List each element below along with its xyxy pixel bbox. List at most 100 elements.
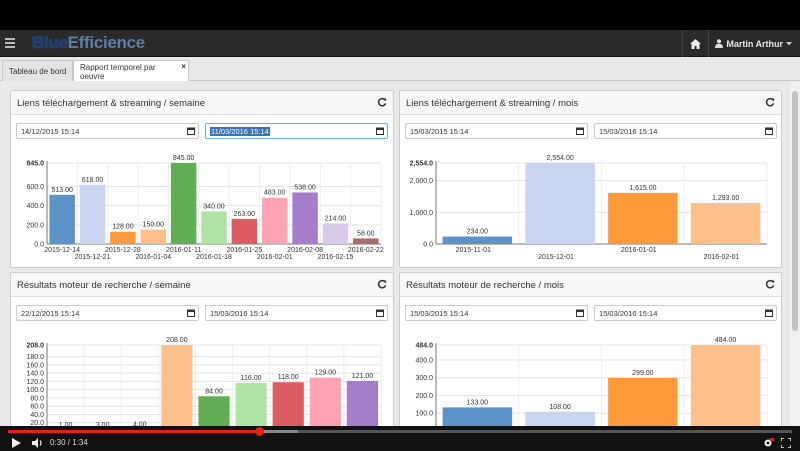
video-scrubber[interactable] (254, 427, 264, 436)
x-tick-label: 2015-12-21 (75, 254, 111, 261)
play-icon[interactable] (12, 438, 21, 448)
settings-icon[interactable] (762, 438, 774, 448)
bar (161, 345, 193, 426)
y-tick-label: 2,000.0 (410, 178, 433, 185)
date-to-input[interactable]: 11/03/2016 15:14 (205, 123, 388, 139)
data-label: 4.00 (133, 421, 147, 426)
y-tick-label: 845.0 (26, 161, 44, 168)
y-tick-label: 1,000.0 (410, 210, 433, 217)
date-to-input[interactable]: 15/03/2016 15:14 (205, 305, 388, 321)
date-to-input[interactable]: 15/03/2016 15:14 (594, 305, 777, 321)
data-label: 128.00 (112, 224, 134, 231)
x-tick-label: 2016-02-08 (287, 247, 323, 254)
y-tick-label: 100.0 (415, 411, 433, 418)
bar-chart-weekly-downloads: 0.0 200.0 400.0 600.0 845.0 513.00 618.00 128.0… (26, 155, 383, 261)
data-label: 150.00 (143, 222, 165, 229)
home-button[interactable] (682, 30, 708, 57)
tab-rapport-temporel[interactable]: Rapport temporel par oeuvre × (73, 60, 189, 82)
y-tick-label: 400.0 (26, 203, 44, 210)
date-to-input[interactable]: 15/03/2016 15:14 (594, 123, 777, 139)
panel-title: Liens téléchargement & streaming / semai… (17, 98, 205, 109)
bar (49, 194, 75, 244)
tab-close-icon[interactable]: × (181, 62, 186, 71)
date-from-input[interactable]: 22/12/2015 15:14 (16, 305, 199, 321)
x-tick-label: 2016-01-11 (166, 247, 201, 254)
y-tick-label: 208.0 (26, 343, 44, 350)
y-tick-label: 180.0 (26, 354, 44, 361)
data-label: 108.00 (549, 404, 571, 411)
calendar-icon[interactable] (765, 309, 773, 317)
bar (608, 377, 678, 426)
fullscreen-icon[interactable] (781, 438, 791, 448)
data-label: 845.00 (173, 155, 195, 162)
date-from-input[interactable]: 15/03/2015 15:14 (405, 123, 588, 139)
scrollbar-thumb[interactable] (792, 91, 798, 331)
x-tick-label: 2016-02-15 (318, 254, 354, 261)
bar (442, 407, 513, 426)
video-controls: 0:30 / 1:34 (0, 426, 800, 451)
bar (346, 380, 379, 426)
data-label: 538.00 (294, 184, 316, 191)
tab-label: Tableau de bord (9, 66, 67, 76)
bar (690, 345, 761, 426)
panel-title: Résultats moteur de recherche / mois (406, 280, 564, 291)
bar (309, 377, 341, 426)
refresh-icon[interactable] (377, 279, 387, 289)
home-icon (690, 38, 702, 49)
tab-dashboard[interactable]: Tableau de bord (2, 60, 74, 81)
x-tick-label: 2016-01-25 (226, 247, 262, 254)
data-label: 1,615.00 (629, 185, 656, 192)
data-label: 484.00 (715, 337, 737, 344)
calendar-icon[interactable] (187, 127, 195, 135)
x-tick-label: 2016-02-01 (257, 254, 293, 261)
date-from-input[interactable]: 15/03/2015 15:14 (405, 305, 588, 321)
panel-title: Liens téléchargement & streaming / mois (406, 98, 579, 109)
user-name: Martin Arthur (726, 38, 783, 49)
calendar-icon[interactable] (376, 309, 384, 317)
refresh-icon[interactable] (765, 279, 775, 289)
calendar-icon[interactable] (187, 309, 195, 317)
calendar-icon[interactable] (576, 127, 584, 135)
panel-weekly-search: Résultats moteur de recherche / semaine … (10, 272, 394, 426)
data-label: 1,293.00 (712, 195, 739, 202)
bar-chart-monthly-search: 0.0100.0200.0300.0400.0484.0133.00108.00… (415, 337, 768, 426)
refresh-icon[interactable] (377, 97, 387, 107)
bar (110, 231, 136, 244)
y-tick-label: 484.0 (415, 343, 433, 350)
y-tick-label: 60.0 (30, 404, 44, 411)
calendar-icon[interactable] (576, 309, 584, 317)
bar (272, 382, 304, 426)
y-tick-label: 0.0 (423, 242, 433, 249)
user-menu[interactable]: Martin Arthur (708, 30, 800, 57)
y-tick-label: 140.0 (26, 371, 44, 378)
x-tick-label: 2015-11-01 (456, 247, 491, 254)
y-tick-label: 40.0 (30, 412, 44, 419)
data-label: 483.00 (264, 190, 286, 197)
video-progress-bar[interactable] (8, 427, 792, 436)
calendar-icon[interactable] (765, 127, 773, 135)
date-from-input[interactable]: 14/12/2015 15:14 (16, 123, 199, 139)
y-tick-label: 100.0 (26, 387, 44, 394)
volume-icon[interactable] (32, 438, 43, 448)
data-label: 234.00 (467, 229, 489, 236)
y-tick-label: 20.0 (30, 420, 44, 426)
data-label: 340.00 (203, 203, 225, 210)
refresh-icon[interactable] (765, 97, 775, 107)
app-header: BlueEfficience Martin Arthur (0, 30, 800, 57)
data-label: 2,554.00 (547, 155, 574, 162)
page-scrollbar[interactable] (790, 81, 800, 426)
user-icon (715, 39, 724, 48)
data-label: 214.00 (325, 215, 347, 222)
bar (525, 411, 595, 426)
data-label: 299.00 (632, 370, 654, 377)
bar (201, 211, 227, 244)
menu-icon[interactable] (5, 38, 15, 48)
bar (442, 236, 513, 244)
y-tick-label: 120.0 (26, 379, 44, 386)
calendar-icon[interactable] (376, 127, 384, 135)
bar (140, 229, 167, 244)
data-label: 3.00 (96, 422, 110, 426)
tab-label: Rapport temporel par oeuvre (80, 62, 156, 81)
data-label: 263.00 (234, 211, 256, 218)
